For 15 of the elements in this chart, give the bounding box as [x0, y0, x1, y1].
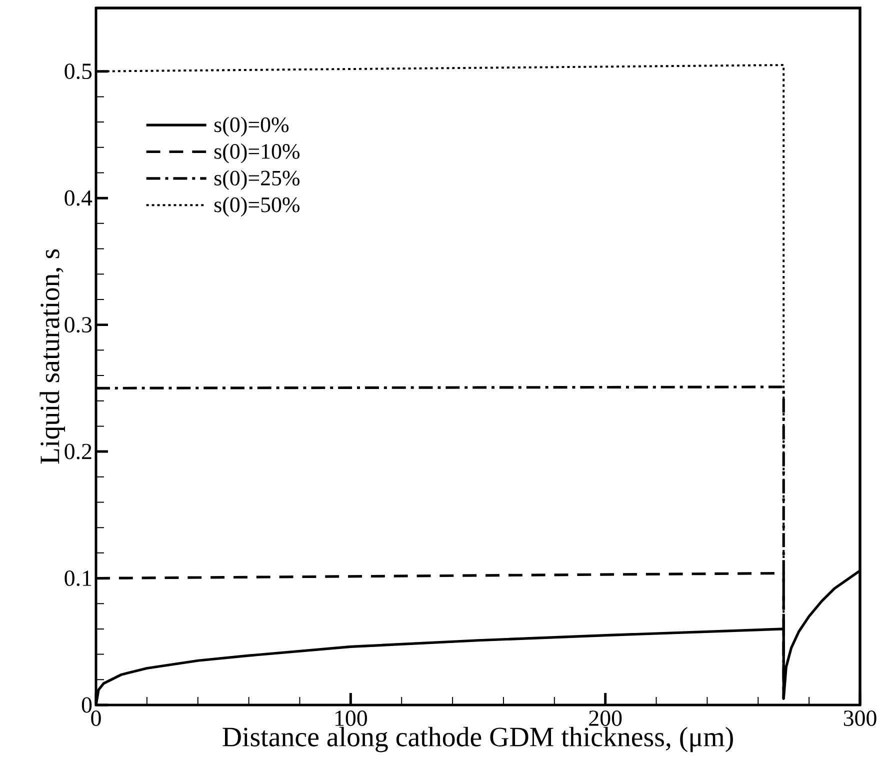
x-axis-title: Distance along cathode GDM thickness, (μm)	[222, 726, 733, 752]
x-tick-label: 300	[844, 710, 876, 726]
y-tick-label: 0	[82, 697, 92, 713]
legend-label: s(0)=0%	[214, 116, 289, 137]
y-tick-label: 0.4	[64, 190, 92, 206]
legend-label: s(0)=50%	[214, 196, 300, 217]
x-tick-label: 100	[336, 710, 367, 726]
y-tick-label: 0.1	[64, 570, 92, 586]
y-tick-label: 0.3	[64, 317, 92, 333]
x-tick-label: 200	[589, 710, 622, 726]
y-axis-title: Liquid saturation, s	[40, 249, 65, 464]
y-tick-label: 0.5	[64, 64, 92, 80]
legend-label: s(0)=25%	[214, 170, 300, 190]
legend-label: s(0)=10%	[214, 143, 300, 164]
y-tick-label: 0.2	[64, 444, 92, 460]
